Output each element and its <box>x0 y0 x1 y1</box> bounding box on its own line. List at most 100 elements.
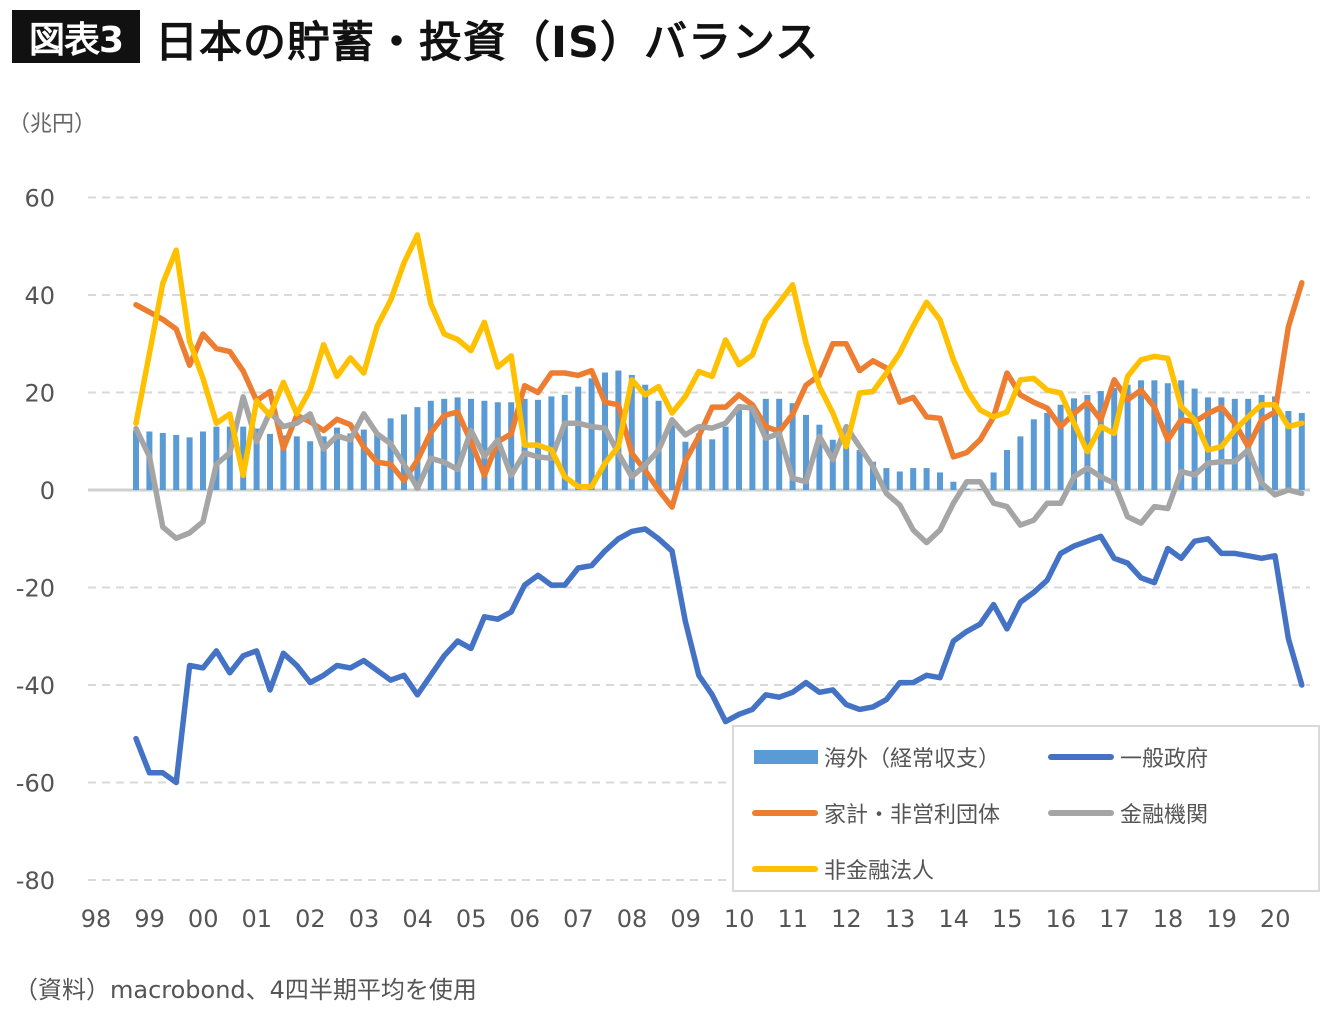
legend-item-government: 一般政府 <box>1048 741 1208 773</box>
bar-overseas <box>776 398 783 490</box>
legend-item-financial: 金融機関 <box>1048 797 1208 829</box>
x-tick-label: 00 <box>188 905 219 933</box>
bar-overseas <box>1071 398 1077 490</box>
bar-overseas <box>253 428 260 490</box>
legend-label: 金融機関 <box>1120 803 1209 828</box>
bar-overseas <box>1178 380 1185 490</box>
y-tick-label: 40 <box>24 282 55 310</box>
bar-overseas <box>293 436 300 490</box>
bar-overseas <box>481 400 488 490</box>
bar-overseas <box>762 398 769 490</box>
legend-item-household: 家計・非営利団体 <box>752 797 1000 829</box>
bar-overseas <box>240 426 247 490</box>
bar-overseas <box>990 472 997 490</box>
bar-overseas <box>1285 411 1292 490</box>
bar-overseas <box>588 378 595 490</box>
bar-overseas <box>575 386 582 490</box>
figure-number-badge: 図表3 <box>12 10 140 63</box>
bar-overseas <box>280 435 287 490</box>
line-series-4 <box>133 232 1305 490</box>
x-tick-label: 98 <box>81 905 112 933</box>
bar-overseas <box>213 426 220 490</box>
bar-overseas <box>200 431 206 490</box>
x-tick-label: 17 <box>1099 905 1130 933</box>
bar-overseas <box>803 414 809 490</box>
bar-overseas <box>173 434 180 490</box>
bar-overseas <box>1124 384 1131 490</box>
x-tick-label: 18 <box>1153 905 1184 933</box>
bar-overseas <box>1298 412 1305 490</box>
bar-overseas <box>1151 380 1158 490</box>
bar-overseas <box>923 468 930 490</box>
bar-overseas <box>963 488 970 490</box>
bar-overseas <box>1030 419 1037 490</box>
legend: 海外（経常収支） 一般政府 家計・非営利団体 金融機関 非金融法人 <box>732 725 1320 892</box>
bar-overseas <box>548 396 555 490</box>
x-tick-label: 10 <box>724 905 755 933</box>
line-series-1 <box>133 526 1305 786</box>
legend-item-overseas: 海外（経常収支） <box>754 741 1000 773</box>
x-tick-label: 08 <box>617 905 648 933</box>
source-note: （資料）macrobond、4四半期平均を使用 <box>14 976 477 1004</box>
y-tick-labels: 60 40 20 0 -20 -40 -60 -80 <box>16 185 55 896</box>
bar-overseas <box>722 426 729 490</box>
bar-overseas <box>414 407 421 490</box>
x-tick-labels: 98 99 00 01 02 03 04 05 06 07 08 09 10 11 12 13 14 15 16 17… <box>81 905 1291 933</box>
line-series-3 <box>133 394 1305 546</box>
bar-overseas <box>749 408 756 490</box>
y-tick-label: 60 <box>24 185 55 213</box>
bar-overseas <box>1272 396 1278 490</box>
bar-overseas <box>1017 436 1024 490</box>
bar-overseas <box>427 400 434 490</box>
bar-overseas <box>561 394 568 490</box>
bar-overseas <box>1111 388 1118 490</box>
bar-overseas <box>1138 380 1144 490</box>
y-tick-label: -20 <box>16 575 55 603</box>
bar-overseas <box>883 468 890 490</box>
bar-overseas <box>950 481 957 490</box>
y-axis-unit-label: （兆円） <box>8 112 97 137</box>
x-tick-label: 03 <box>349 905 380 933</box>
y-tick-label: -60 <box>16 770 55 798</box>
y-tick-label: 20 <box>24 380 55 408</box>
bar-overseas <box>226 426 233 490</box>
legend-swatch-bar <box>754 750 818 764</box>
bar-overseas <box>1231 398 1238 490</box>
bar-overseas <box>870 461 876 490</box>
bar-overseas <box>334 427 340 490</box>
bar-overseas <box>1004 450 1010 490</box>
bar-overseas <box>387 418 394 490</box>
y-tick-label: 0 <box>40 477 55 505</box>
bar-overseas <box>360 429 367 490</box>
bar-overseas <box>843 436 850 490</box>
legend-label: 家計・非営利団体 <box>824 803 1001 828</box>
bar-overseas <box>615 370 622 490</box>
bar-overseas <box>856 450 863 490</box>
x-tick-label: 12 <box>831 905 862 933</box>
legend-label: 一般政府 <box>1120 747 1209 772</box>
bar-overseas <box>441 398 448 490</box>
bar-overseas <box>1097 391 1104 490</box>
bar-overseas <box>1258 394 1265 490</box>
x-tick-label: 07 <box>563 905 594 933</box>
bar-overseas <box>896 471 903 490</box>
bar-overseas <box>186 437 193 490</box>
bar-overseas <box>1191 388 1198 490</box>
legend-swatch-line <box>752 866 818 872</box>
bar-overseas <box>267 433 273 490</box>
x-tick-label: 02 <box>295 905 326 933</box>
x-tick-label: 01 <box>242 905 273 933</box>
legend-swatch-line <box>1048 810 1114 816</box>
line-series-2 <box>133 280 1305 510</box>
x-tick-label: 14 <box>938 905 969 933</box>
bar-overseas <box>1084 394 1091 490</box>
bar-overseas <box>910 468 917 490</box>
bar-overseas <box>709 439 716 490</box>
bar-overseas <box>133 430 139 490</box>
bar-overseas <box>736 406 742 490</box>
bar-overseas <box>816 424 823 490</box>
x-tick-label: 11 <box>778 905 809 933</box>
bar-overseas <box>642 384 649 490</box>
chart-title: 日本の貯蓄・投資（IS）バランス <box>155 18 820 68</box>
